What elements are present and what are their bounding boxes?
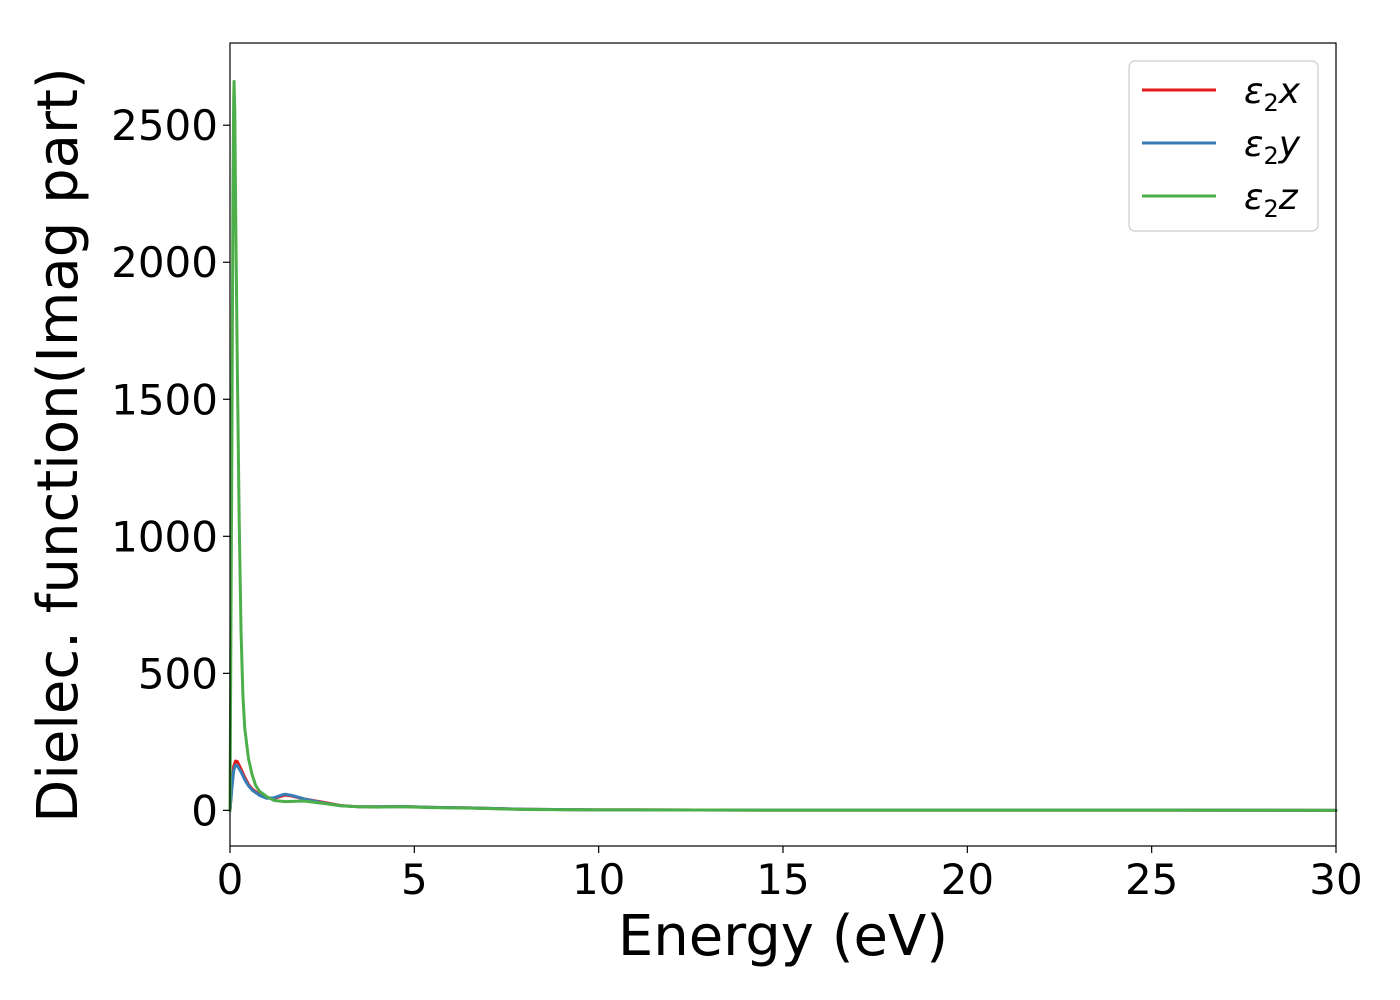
y-tick-label: 1000 — [111, 512, 218, 561]
y-tick-label: 0 — [191, 786, 218, 835]
x-tick-label: 20 — [941, 855, 994, 904]
y-axis-ticks: 0 500 1000 1500 2000 2500 — [111, 101, 230, 835]
legend-box — [1128, 60, 1319, 232]
x-tick-label: 25 — [1125, 855, 1178, 904]
y-tick-label: 500 — [138, 649, 218, 698]
x-tick-label: 0 — [217, 855, 244, 904]
legend: ε2x ε2y ε2z — [1128, 60, 1319, 232]
x-tick-label: 30 — [1309, 855, 1362, 904]
x-tick-label: 15 — [756, 855, 809, 904]
y-tick-label: 2000 — [111, 238, 218, 287]
x-tick-label: 10 — [572, 855, 625, 904]
x-axis-label: Energy (eV) — [618, 904, 948, 969]
series-line-z — [228, 79, 1338, 812]
legend-label-y: ε2y — [1244, 124, 1301, 170]
x-tick-label: 5 — [401, 855, 428, 904]
y-axis-label: Dielec. function(Imag part) — [26, 67, 91, 823]
x-axis-ticks: 0 5 10 15 20 25 30 — [217, 846, 1363, 904]
y-tick-label: 2500 — [111, 101, 218, 150]
legend-label-z: ε2z — [1244, 177, 1299, 223]
legend-label-x: ε2x — [1244, 71, 1301, 117]
series-layer — [228, 79, 1338, 812]
y-tick-label: 1500 — [111, 375, 218, 424]
